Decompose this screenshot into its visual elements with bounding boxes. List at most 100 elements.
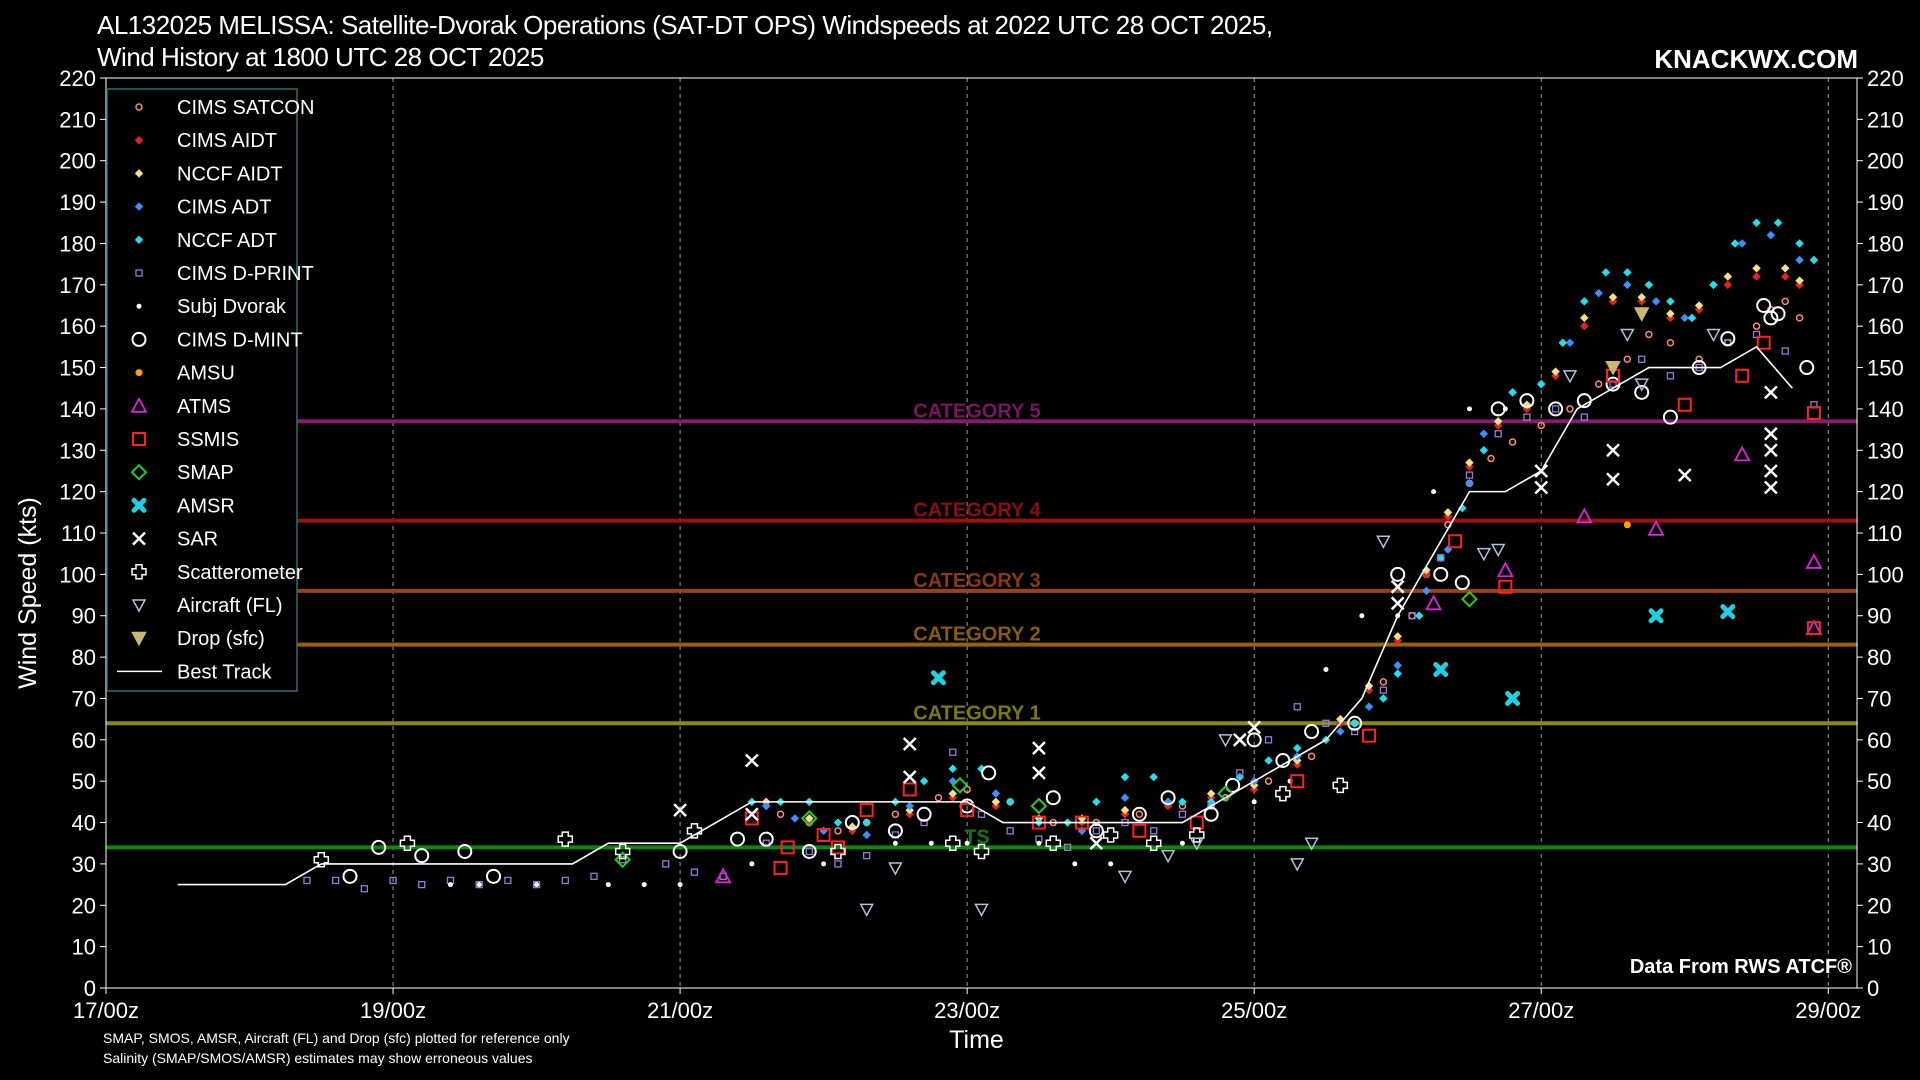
sar-point — [1606, 472, 1620, 487]
y-tick-label-left: 100 — [59, 562, 96, 587]
subj-dvorak-point — [749, 861, 755, 867]
legend-swatch — [131, 631, 147, 647]
sar-point — [1764, 385, 1778, 400]
nccf-adt-point — [1623, 268, 1632, 277]
cims-d-mint-point — [1490, 401, 1506, 417]
y-tick-label-right: 180 — [1867, 231, 1904, 256]
y-tick-label-right: 30 — [1867, 852, 1891, 877]
aircraft-fl-point — [1706, 328, 1721, 343]
ssmis-point — [1498, 579, 1513, 594]
best-track-line — [177, 345, 1794, 886]
legend-label: CIMS D-MINT — [177, 329, 303, 351]
series-amsu — [1623, 521, 1631, 529]
cims-d-mint-point — [981, 765, 997, 781]
ssmis-point — [1448, 534, 1463, 549]
series-best-track — [177, 345, 1794, 886]
scatterometer-point — [945, 835, 961, 851]
aircraft-fl-point — [1117, 870, 1133, 884]
scatterometer-point — [1332, 777, 1349, 794]
legend-item: Aircraft (FL) — [131, 595, 283, 617]
cims-d-mint-point — [1720, 331, 1736, 347]
cims-d-mint-point — [1433, 566, 1449, 582]
y-tick-label-right: 70 — [1867, 686, 1891, 711]
cims-d-print-point — [1264, 736, 1273, 744]
sar-point — [1089, 836, 1104, 851]
cims-d-print-point — [389, 876, 397, 885]
data-markers — [177, 218, 1823, 917]
x-tick-label: 17/00z — [73, 998, 139, 1023]
legend-swatch — [130, 396, 148, 413]
y-tick-label-left: 0 — [84, 976, 96, 1001]
sar-point — [744, 753, 759, 768]
atms-point — [1805, 553, 1823, 569]
cims-d-print-point — [690, 868, 699, 876]
x-tick-label: 21/00z — [647, 998, 713, 1023]
cims-satcon-point — [1537, 421, 1545, 430]
data-credit: Data From RWS ATCF® — [1629, 956, 1852, 978]
y-tick-label-left: 170 — [59, 273, 96, 298]
y-tick-label-right: 150 — [1867, 356, 1904, 381]
x-tick-label: 19/00z — [360, 998, 426, 1023]
y-tick-label-right: 110 — [1867, 521, 1902, 546]
legend-swatch — [130, 463, 148, 481]
y-tick-label-left: 60 — [72, 728, 96, 753]
cims-adt-point — [1623, 280, 1632, 290]
cims-d-print-point — [561, 876, 569, 885]
grid-lines — [105, 78, 1829, 988]
cims-d-print-point — [949, 748, 957, 756]
cims-d-print-point — [418, 880, 426, 889]
y-tick-label-left: 70 — [72, 686, 96, 711]
legend-item: Best Track — [117, 661, 272, 683]
nccf-aidt-point — [804, 814, 814, 823]
scatterometer-point — [1275, 785, 1291, 802]
nccf-aidt-point — [1752, 263, 1761, 273]
cims-d-mint-point — [844, 815, 860, 831]
subj-dvorak-point — [1251, 799, 1257, 805]
sar-point — [1032, 741, 1046, 755]
series-cims-aidt — [761, 272, 1804, 836]
aircraft-fl-point — [1562, 370, 1578, 384]
legend-swatch — [135, 103, 143, 111]
legend-label: Scatterometer — [177, 562, 303, 584]
y-tick-label-right: 160 — [1867, 314, 1904, 339]
legend-swatch — [131, 599, 147, 613]
ssmis-point — [780, 840, 795, 855]
y-tick-label-left: 50 — [72, 769, 96, 794]
y-tick-label-left: 120 — [59, 480, 96, 505]
cims-d-mint-point — [1770, 306, 1786, 322]
drop-sfc-point — [1633, 307, 1650, 322]
aircraft-fl-point — [1189, 837, 1205, 851]
nccf-aidt-point — [847, 822, 857, 832]
aircraft-fl-point — [1634, 378, 1649, 392]
y-tick-label-right: 100 — [1867, 562, 1904, 587]
nccf-adt-point — [1350, 718, 1360, 728]
cims-d-print-point — [1408, 612, 1416, 620]
cims-adt-point — [991, 789, 1001, 798]
series-aircraft-fl — [859, 328, 1721, 917]
legend-swatch — [132, 432, 146, 446]
y-tick-label-right: 170 — [1867, 273, 1904, 298]
y-tick-label-left: 10 — [72, 935, 96, 960]
cims-d-print-point — [834, 860, 842, 868]
legend: CIMS SATCON CIMS AIDT NCCF AIDT CIMS ADT NCC… — [106, 88, 314, 692]
cims-adt-point — [1565, 338, 1575, 348]
cims-satcon-point — [1695, 355, 1703, 364]
sar-point — [1247, 720, 1262, 735]
amsr-point — [1505, 690, 1521, 706]
legend-item: CIMS D-MINT — [131, 329, 303, 351]
cims-satcon-point — [776, 810, 785, 819]
smap-point — [951, 776, 969, 794]
drop-sfc-point — [1605, 361, 1621, 376]
x-tick-label: 23/00z — [934, 998, 1000, 1023]
nccf-aidt-point — [1120, 805, 1130, 815]
series-scatterometer — [313, 777, 1349, 868]
scatterometer-point — [614, 843, 631, 860]
subj-dvorak-point — [1466, 406, 1472, 412]
y-tick-label-left: 20 — [72, 893, 96, 918]
cims-d-mint-point — [1225, 777, 1241, 793]
cims-d-mint-point — [801, 844, 817, 859]
subj-dvorak-point — [1179, 840, 1185, 846]
cims-d-mint-point — [887, 823, 903, 839]
sar-point — [744, 807, 759, 822]
cims-d-mint-point — [1390, 566, 1406, 582]
